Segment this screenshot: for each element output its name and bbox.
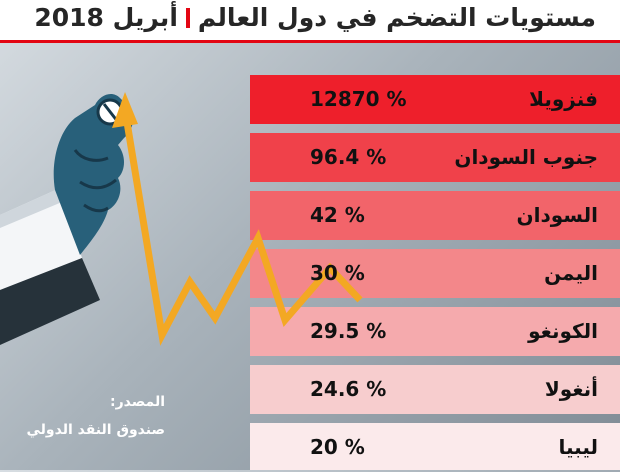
inflation-value: 29.5 % [310,319,387,343]
row-bg [250,191,620,240]
inflation-value: 96.4 % [310,145,387,169]
table-row: جنوب السودان 96.4 % [250,133,620,182]
country-label: ليبيا [558,435,598,459]
table-row: أنغولا 24.6 % [250,365,620,414]
country-label: جنوب السودان [454,145,598,169]
title-date: أبريل 2018 [34,3,178,32]
title-separator [185,8,190,28]
source-note: المصدر: صندوق النقد الدولي [27,388,166,444]
source-label: المصدر: [110,394,165,410]
row-bg [250,75,620,124]
row-bg [250,133,620,182]
table-row: السودان 42 % [250,191,620,240]
table-row: اليمن 30 % [250,249,620,298]
inflation-value: 42 % [310,203,365,227]
inflation-value: 30 % [310,261,365,285]
row-bg [250,307,620,356]
source-name: صندوق النقد الدولي [26,422,166,438]
inflation-value: 20 % [310,435,365,459]
table-row: فنزويلا 12870 % [250,75,620,124]
country-label: أنغولا [544,377,598,401]
inflation-value: 24.6 % [310,377,387,401]
illustration [0,75,620,470]
hand-holding-pen-icon [0,94,133,345]
table-row: الكونغو 29.5 % [250,307,620,356]
title-text: مستويات التضخم في دول العالم [197,3,596,32]
page-title: مستويات التضخم في دول العالم أبريل 2018 [34,3,596,32]
country-label: فنزويلا [529,87,598,111]
country-label: السودان [516,203,598,227]
header-divider [0,40,620,43]
zigzag-arrow-icon [112,92,363,346]
country-label: اليمن [544,261,598,285]
inflation-value: 12870 % [310,87,407,111]
header-bar: مستويات التضخم في دول العالم أبريل 2018 [0,0,620,40]
country-label: الكونغو [528,319,598,343]
row-bg [250,365,620,414]
value-rows [250,75,620,470]
row-bg [250,423,620,470]
table-row: ليبيا 20 % [250,423,620,472]
